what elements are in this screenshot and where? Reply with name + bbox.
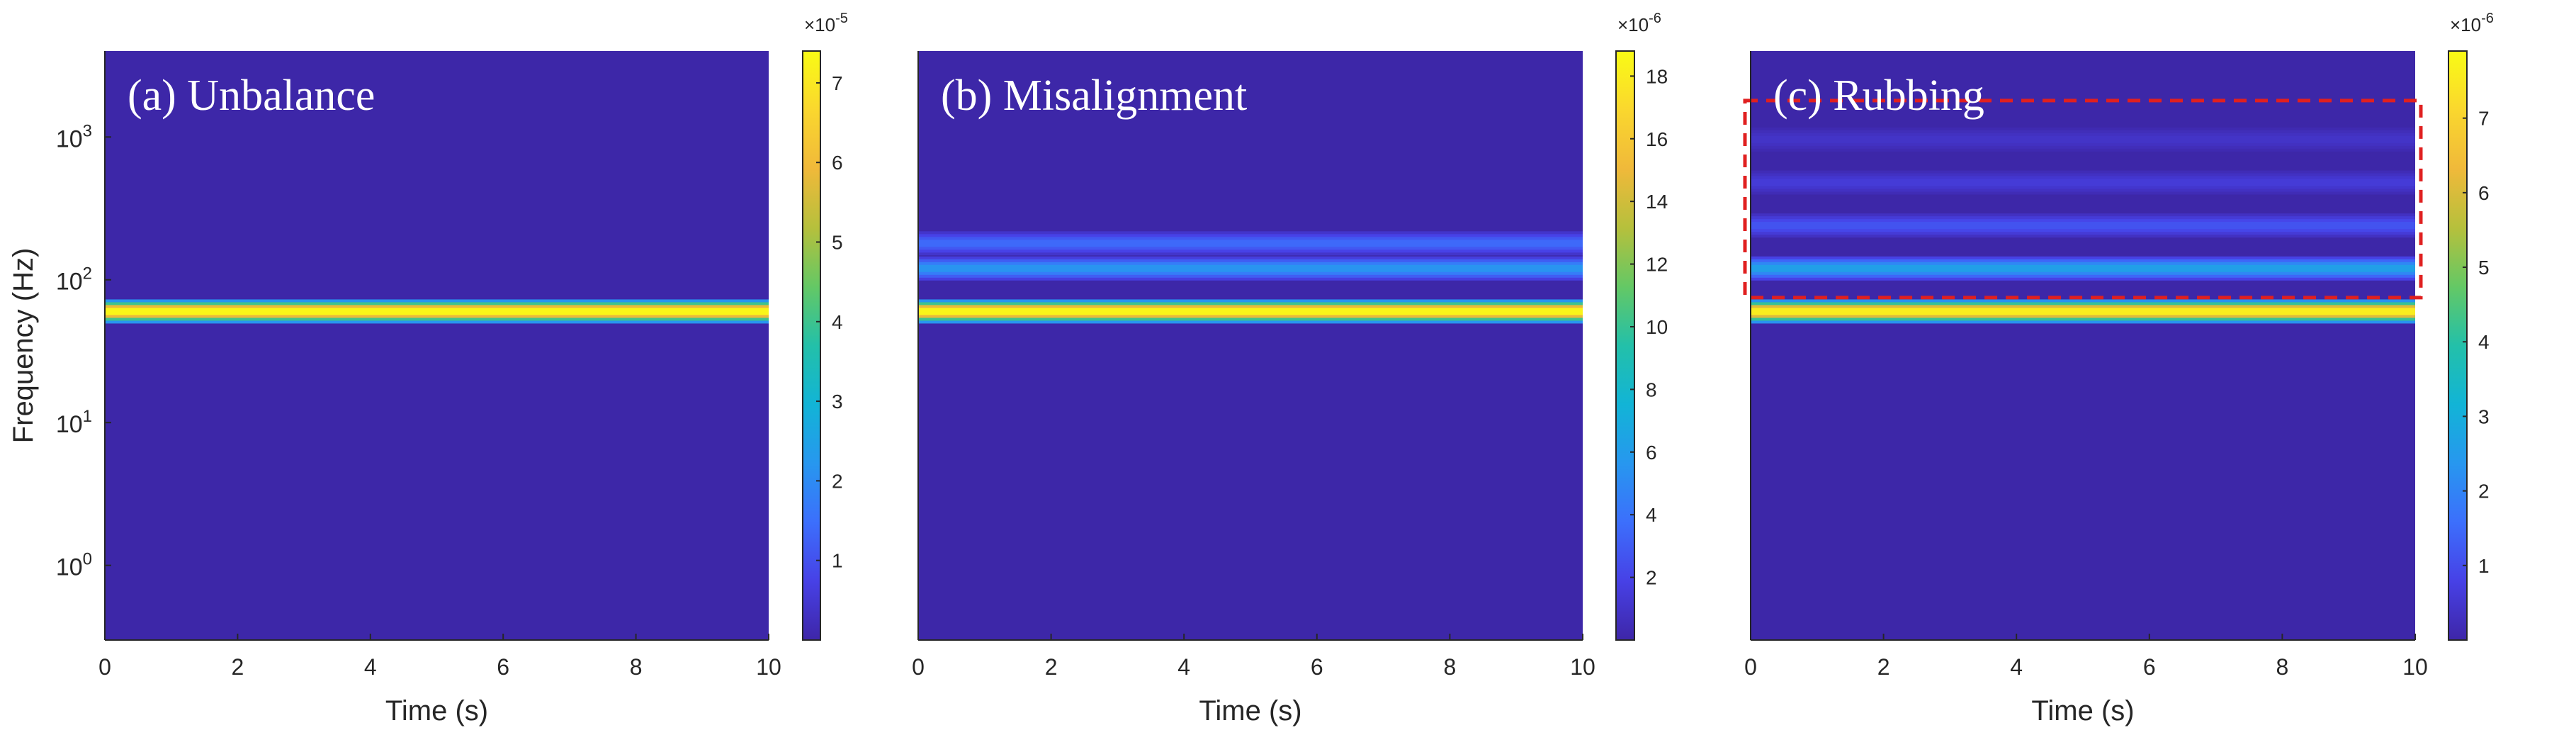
colorbar-tick-label: 2 [832,470,843,492]
colorbar-tick-label: 4 [1646,504,1657,526]
colorbar-tick-label: 7 [2478,108,2490,130]
colorbar: 1 2 3 4 5 6 7 ×10-6 [2448,11,2494,641]
colorbar-tick-label: 12 [1646,254,1668,276]
x-tick-label: 10 [2402,654,2428,680]
x-tick-label: 10 [1570,654,1595,680]
x-axis-label: Time (s) [385,695,488,726]
colorbar-exponent-label: ×10-6 [1617,11,1661,35]
band-layer [918,240,1583,247]
x-tick-label: 8 [630,654,643,680]
frequency-band [918,299,1583,324]
x-tick-label: 8 [1444,654,1457,680]
frequency-band [1751,299,2415,324]
colorbar-tick-label: 7 [832,72,843,94]
panel-2: 0 2 4 6 8 10 Time (s) (b) Misalignment 2 4 6 8 10 12 1… [912,11,1668,726]
colorbar: 1 2 3 4 5 6 7 ×10-5 [802,11,848,641]
colorbar-tick-label: 18 [1646,65,1668,87]
band-layer [1751,179,2415,186]
x-tick-label: 0 [912,654,925,680]
highlight-box [1743,99,2423,300]
colorbar-tick-label: 3 [832,391,843,413]
x-tick-label: 6 [1311,654,1323,680]
colorbar-gradient [802,50,821,641]
frequency-band [918,231,1583,256]
x-tick-label: 6 [497,654,509,680]
band-layer [105,308,769,315]
colorbar-gradient [1615,50,1635,641]
band-layer [1751,135,2415,143]
colorbar: 2 4 6 8 10 12 14 16 18 ×10-6 [1615,11,1668,641]
panel-label: (a) Unbalance [128,72,375,120]
x-axis-label: Time (s) [2031,695,2134,726]
x-tick-label: 0 [1744,654,1757,680]
colorbar-tick-label: 5 [832,232,843,254]
panel-1: 0 2 4 6 8 10 Time (s) 100 101 102 103 Frequency (Hz… [8,11,848,726]
colorbar-tick-label: 4 [2478,331,2490,353]
band-layer [1751,222,2415,230]
band-layer [918,264,1583,272]
y-tick-label: 100 [56,550,92,581]
colorbar-tick-label: 6 [2478,182,2490,204]
x-tick-label: 2 [1877,654,1890,680]
x-tick-label: 10 [756,654,781,680]
colorbar-tick-label: 1 [2478,555,2490,577]
frequency-band [918,256,1583,281]
band-layer [1751,264,2415,272]
band-layer [918,308,1583,315]
x-axis-label: Time (s) [1199,695,1301,726]
panel-label: (c) Rubbing [1773,72,1984,120]
x-tick-label: 0 [98,654,111,680]
frequency-band [1751,256,2415,281]
colorbar-tick-label: 3 [2478,405,2490,427]
x-tick-label: 4 [364,654,377,680]
frequency-band [105,299,769,324]
colorbar-tick-label: 2 [1646,567,1657,589]
frequency-band [1751,127,2415,152]
y-axis-label: Frequency (Hz) [8,248,39,444]
plot-background [105,51,769,640]
x-tick-label: 2 [232,654,244,680]
x-tick-label: 4 [2010,654,2023,680]
plot-background [918,51,1583,640]
colorbar-gradient [2448,50,2468,641]
colorbar-tick-label: 4 [832,311,843,333]
colorbar-tick-label: 6 [832,152,843,174]
x-tick-label: 2 [1045,654,1058,680]
x-tick-label: 4 [1177,654,1190,680]
y-tick-label: 103 [56,121,92,152]
y-tick-label: 101 [56,407,92,438]
colorbar-exponent-label: ×10-5 [804,11,848,35]
y-tick-label: 102 [56,264,92,296]
colorbar-tick-label: 10 [1646,316,1668,338]
panel-3: 0 2 4 6 8 10 Time (s) (c) Rubbing 1 2 3 4 5 6 7 ×10-6 [1743,11,2494,726]
frequency-band [1751,170,2415,195]
frequency-band [1751,213,2415,238]
band-layer [1751,308,2415,315]
x-tick-label: 6 [2143,654,2156,680]
colorbar-exponent-label: ×10-6 [2450,11,2494,35]
colorbar-tick-label: 1 [832,550,843,572]
colorbar-tick-label: 2 [2478,481,2490,503]
colorbar-tick-label: 8 [1646,378,1657,400]
colorbar-tick-label: 16 [1646,128,1668,150]
x-tick-label: 8 [2276,654,2289,680]
colorbar-tick-label: 5 [2478,257,2490,279]
colorbar-tick-label: 14 [1646,191,1668,213]
panel-label: (b) Misalignment [941,72,1247,120]
colorbar-tick-label: 6 [1646,442,1657,464]
